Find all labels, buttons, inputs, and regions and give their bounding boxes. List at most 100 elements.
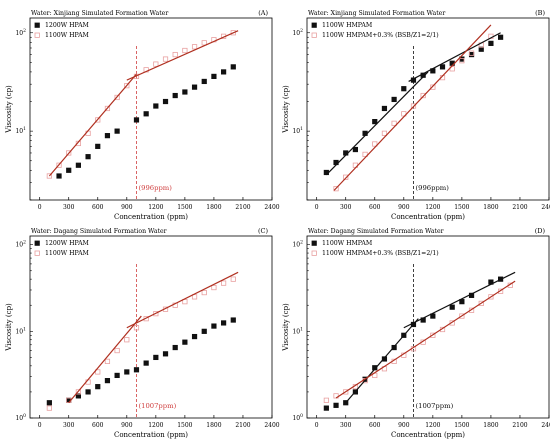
panel-label: (C) [258, 227, 269, 235]
x-tick-label: 1200 [425, 204, 440, 211]
data-point-filled [220, 69, 227, 75]
data-point-open [430, 332, 436, 338]
data-point-filled [46, 400, 52, 406]
data-point-open [488, 294, 494, 300]
data-point-open [391, 120, 397, 126]
chart-panel-1: 0 300 600 900 1200 1500 1800 2100 2400 101 102 Conc… [282, 9, 550, 221]
fit-line [68, 315, 142, 404]
x-tick-label: 300 [340, 204, 352, 211]
data-point-open [46, 173, 52, 179]
data-point-filled [401, 86, 407, 92]
data-point-open [201, 289, 207, 296]
cac-label: (1007ppm) [415, 402, 453, 410]
fit-line [48, 73, 137, 177]
water-caption: Water: Xinjiang Simulated Formation Wate… [308, 10, 445, 17]
data-point-filled [143, 360, 149, 366]
data-point-open [114, 347, 120, 354]
data-point-filled [114, 128, 120, 134]
x-tick-label: 900 [121, 204, 133, 211]
y-tick-label: 101 [15, 326, 26, 335]
data-point-filled [153, 354, 159, 361]
data-point-open [362, 151, 368, 158]
data-point-filled [478, 46, 484, 52]
data-point-open [172, 51, 178, 58]
data-point-filled [124, 369, 130, 375]
data-point-filled [104, 133, 111, 139]
legend-marker [34, 32, 40, 38]
legend-marker [34, 250, 40, 256]
cac-label: (996ppm) [138, 184, 172, 192]
panel-label: (B) [535, 9, 545, 17]
data-point-filled [114, 372, 120, 379]
data-point-filled [75, 393, 81, 399]
x-tick-label: 2100 [512, 204, 527, 211]
data-point-filled [104, 378, 111, 384]
data-point-filled [201, 78, 207, 85]
x-axis-title: Concentration (ppm) [114, 431, 188, 439]
data-point-open [343, 389, 349, 395]
legend-marker [311, 32, 317, 38]
data-point-filled [182, 89, 188, 95]
x-tick-label: 2400 [541, 422, 550, 429]
x-tick-label: 600 [92, 422, 104, 429]
data-point-filled [439, 64, 446, 70]
data-point-filled [153, 103, 159, 109]
y-tick-label: 102 [292, 28, 303, 37]
data-point-filled [133, 367, 140, 373]
data-point-filled [230, 317, 236, 323]
data-point-open [410, 103, 417, 109]
y-tick-label: 102 [15, 240, 26, 249]
fit-line [333, 24, 492, 191]
data-point-filled [172, 344, 178, 351]
data-point-open [333, 186, 339, 192]
data-point-open [124, 337, 130, 343]
data-point-open [468, 50, 475, 56]
y-axis-title: Viscosity (cp) [282, 85, 290, 134]
data-point-open [478, 300, 484, 307]
x-tick-label: 600 [369, 204, 381, 211]
cac-label: (996ppm) [415, 184, 449, 192]
data-point-filled [497, 34, 504, 40]
x-tick-label: 2100 [235, 422, 250, 429]
data-point-open [46, 405, 52, 411]
data-point-open [153, 61, 159, 67]
x-tick-label: 1800 [206, 204, 221, 211]
x-tick-label: 1200 [148, 204, 163, 211]
data-point-open [124, 83, 130, 89]
x-tick-label: 2400 [264, 422, 279, 429]
x-tick-label: 0 [315, 422, 319, 429]
data-point-filled [220, 320, 227, 326]
legend-label: 1200W HPAM [45, 240, 90, 247]
data-point-open [191, 44, 198, 50]
data-point-filled [172, 92, 178, 99]
y-axis-title: Viscosity (cp) [5, 85, 13, 134]
legend-label: 1100W HMPAM [322, 240, 373, 247]
chart-panel-2: 0 300 600 900 1200 1500 1800 2100 2400 100 101 102 C… [5, 227, 280, 439]
data-point-open [220, 280, 227, 286]
data-point-filled [323, 405, 329, 411]
data-point-filled [211, 73, 217, 80]
data-point-open [133, 325, 140, 331]
y-tick-label: 101 [15, 126, 26, 135]
data-point-open [104, 358, 111, 364]
legend-marker [311, 22, 317, 28]
panel-label: (A) [258, 9, 268, 17]
y-tick-label: 101 [292, 126, 303, 135]
x-axis-title: Concentration (ppm) [391, 431, 465, 439]
x-axis-title: Concentration (ppm) [114, 213, 188, 221]
x-tick-label: 2400 [264, 204, 279, 211]
data-point-open [230, 30, 236, 36]
data-point-open [75, 389, 81, 395]
plot-frame [29, 235, 273, 419]
data-point-open [323, 397, 329, 403]
data-point-filled [143, 111, 149, 117]
data-point-filled [230, 64, 236, 70]
legend-label: 1200W HPAM [45, 22, 90, 29]
water-caption: Water: Dagang Simulated Formation Water [31, 228, 167, 235]
x-tick-label: 0 [315, 204, 319, 211]
x-tick-label: 0 [38, 204, 42, 211]
x-tick-label: 1200 [425, 422, 440, 429]
x-tick-label: 1500 [177, 204, 192, 211]
data-point-filled [191, 84, 198, 90]
